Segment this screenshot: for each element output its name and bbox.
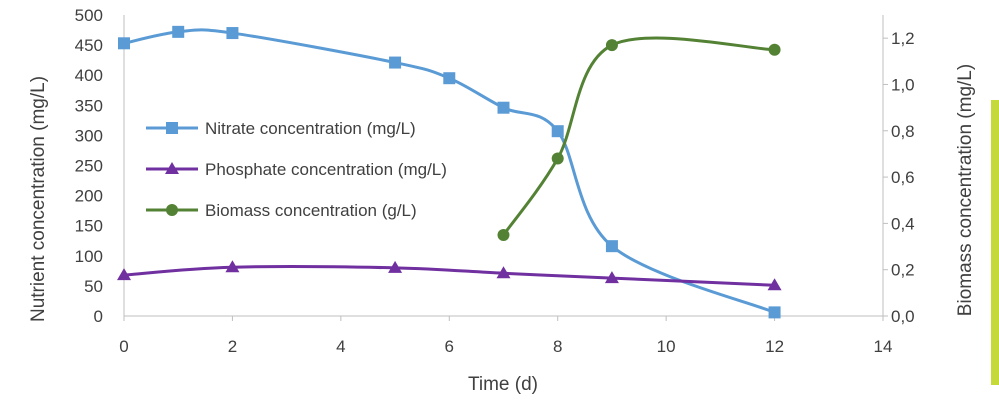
data-point: [388, 260, 403, 273]
x-tick-label: 2: [228, 337, 237, 356]
x-tick-label: 4: [336, 337, 345, 356]
legend-label: Nitrate concentration (mg/L): [205, 119, 416, 138]
y-tick-label: 150: [75, 217, 103, 236]
legend-marker: [166, 122, 178, 134]
x-tick-label: 14: [874, 337, 893, 356]
series-circle: [497, 36, 781, 241]
y-tick-label: 400: [75, 66, 103, 85]
y2-tick-label: 0,8: [891, 122, 915, 141]
y-axis-title: Nutrient concentration (mg/L): [28, 76, 49, 322]
x-tick-label: 0: [119, 337, 128, 356]
data-point: [497, 101, 510, 114]
data-point: [551, 125, 564, 138]
legend-marker: [166, 204, 178, 216]
series-layer: [117, 25, 782, 319]
x-tick-label: 10: [657, 337, 676, 356]
data-point: [443, 72, 456, 85]
series-triangle: [117, 260, 782, 291]
y-tick-label: 300: [75, 126, 103, 145]
y2-tick-label: 0,0: [891, 307, 915, 326]
y-tick-label: 450: [75, 36, 103, 55]
data-point: [768, 43, 781, 56]
x-tick-label: 6: [445, 337, 454, 356]
legend-label: Phosphate concentration (mg/L): [205, 160, 447, 179]
y2-tick-label: 0,6: [891, 168, 915, 187]
x-tick-label: 8: [553, 337, 562, 356]
y-tick-label: 350: [75, 96, 103, 115]
y-tick-label: 500: [75, 6, 103, 25]
data-point: [389, 56, 402, 69]
data-point: [767, 278, 782, 291]
y-tick-label: 0: [94, 307, 103, 326]
y2-axis-title: Biomass concentration (mg/L): [955, 64, 976, 316]
series-square: [118, 25, 781, 319]
data-point: [117, 268, 131, 281]
y2-tick-label: 0,2: [891, 261, 915, 280]
y2-tick-label: 1,2: [891, 29, 915, 48]
data-point: [605, 39, 618, 52]
y-tick-label: 100: [75, 247, 103, 266]
data-point: [226, 27, 239, 40]
data-point: [605, 240, 618, 253]
series-line: [502, 36, 775, 236]
data-point: [172, 25, 185, 38]
y-tick-label: 250: [75, 157, 103, 176]
decorative-side-bar: [991, 100, 999, 385]
legend: Nitrate concentration (mg/L) Phosphate co…: [146, 119, 447, 220]
y-tick-label: 50: [84, 277, 103, 296]
data-point: [551, 152, 564, 165]
data-point: [604, 271, 619, 284]
axes: 0 2 4 6 8 10 12 14 0 50 100 150 200 250 300 350 400 450 50…: [75, 6, 915, 356]
data-point: [225, 260, 240, 273]
y2-tick-label: 0,4: [891, 214, 915, 233]
y-tick-label: 200: [75, 187, 103, 206]
data-point: [118, 37, 130, 50]
data-point: [496, 266, 511, 279]
data-point: [768, 306, 781, 319]
y2-tick-label: 1,0: [891, 75, 915, 94]
x-axis-title: Time (d): [468, 374, 538, 395]
series-line: [123, 265, 775, 287]
legend-marker: [165, 162, 179, 174]
data-point: [497, 228, 510, 241]
x-tick-label: 12: [765, 337, 784, 356]
legend-label: Biomass concentration (g/L): [205, 201, 417, 220]
